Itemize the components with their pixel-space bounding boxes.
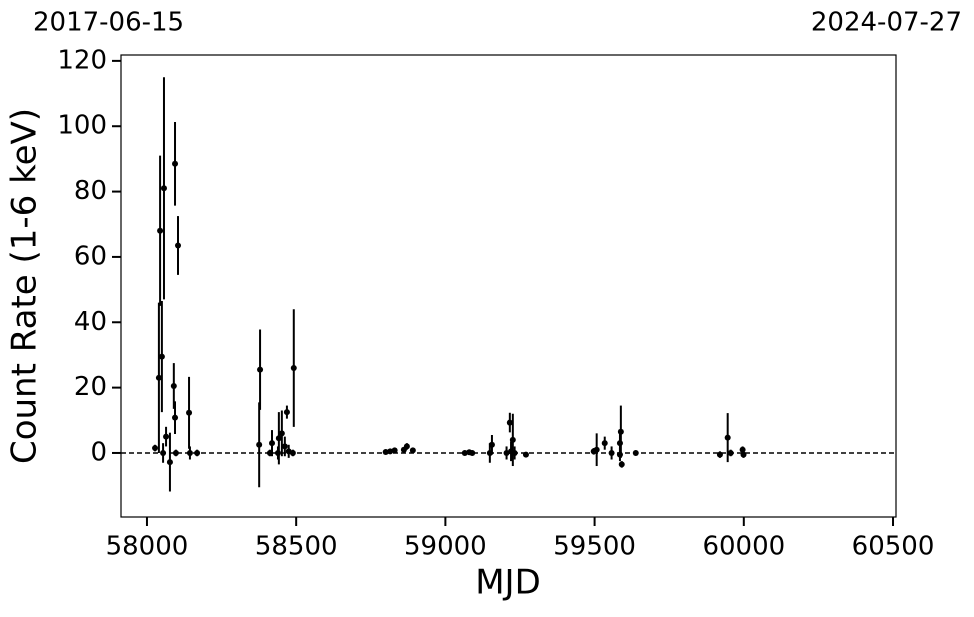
data-point [285,448,292,455]
data-point [170,382,177,389]
x-axis-label: MJD [475,563,541,603]
data-point [716,451,723,458]
data-point [172,414,179,421]
data-point [724,434,731,441]
y-tick-label: 100 [57,111,107,141]
data-point [522,451,529,458]
data-point [281,443,288,450]
data-point [186,449,193,456]
data-point [158,353,165,360]
data-point [488,441,495,448]
data-point [608,449,615,456]
data-point [409,447,416,454]
data-point [601,440,608,447]
data-point [283,409,290,416]
data-point [387,448,394,455]
data-point [618,461,625,468]
data-point [152,445,159,452]
data-point [174,242,181,249]
y-tick-label: 60 [74,241,107,271]
data-point [155,374,162,381]
data-point [257,366,264,373]
y-axis-label: Count Rate (1-6 keV) [5,108,45,464]
data-point [632,449,639,456]
y-tick-label: 0 [90,437,107,467]
data-point [166,459,173,466]
plot-area [120,54,897,518]
x-tick-label: 58500 [255,532,338,562]
data-point [163,433,170,440]
annotation: 2017-06-15 [33,8,184,38]
data-point [160,185,167,192]
x-tick-label: 59500 [553,532,636,562]
data-point [290,365,297,372]
data-point [391,447,398,454]
data-point [278,430,285,437]
data-point [740,451,747,458]
data-point [256,441,263,448]
data-point [172,160,179,167]
x-tick-label: 60000 [702,532,785,562]
data-point [194,449,201,456]
data-point [617,428,624,435]
data-point [461,449,468,456]
annotation: 2024-07-27 [811,8,962,38]
x-tick-label: 58000 [106,532,189,562]
data-point [266,449,273,456]
y-tick-label: 120 [57,45,107,75]
x-tick-label: 59000 [404,532,487,562]
y-tick-label: 80 [74,176,107,206]
data-point [160,449,167,456]
data-point [511,449,518,456]
data-point [506,419,513,426]
data-point [275,435,282,442]
data-point [727,449,734,456]
data-point [403,443,410,450]
data-point [186,409,193,416]
x-tick-label: 60500 [852,532,935,562]
data-point [593,446,600,453]
data-point [739,446,746,453]
data-point [157,227,164,234]
data-point [509,436,516,443]
data-point [274,449,281,456]
data-point [469,449,476,456]
data-point [172,449,179,456]
y-tick-label: 20 [74,372,107,402]
data-point [382,448,389,455]
y-tick-label: 40 [74,307,107,337]
data-point [269,440,276,447]
